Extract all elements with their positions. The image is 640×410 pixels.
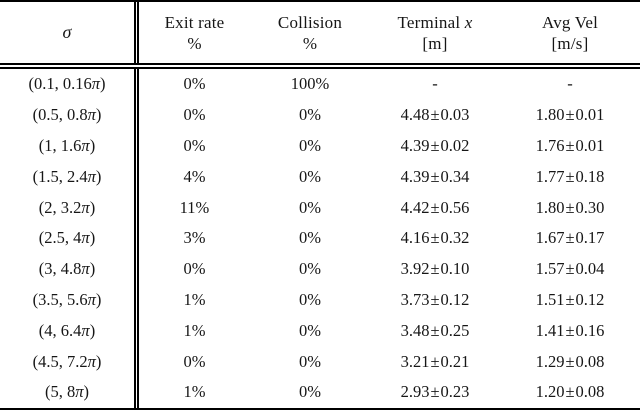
cell-avg-vel: 1.80 ± 0.01 — [535, 105, 605, 125]
column-unit: % — [187, 33, 202, 53]
table-row: (5, 8 π) 1% 0% 2.93 ± 0.23 1.20 ± 0.08 — [0, 376, 640, 408]
table-row: (4.5, 7.2 π) 0% 0% 3.21 ± 0.21 1.29 ± 0.08 — [0, 346, 640, 377]
cell-exit-rate: 1% — [183, 382, 206, 402]
column-unit: [m] — [422, 33, 448, 53]
column-header-collision: Collision % — [250, 2, 370, 63]
cell-avg-vel: 1.41 ± 0.16 — [535, 320, 605, 340]
cell-collision: 0% — [299, 228, 321, 248]
cell-avg-vel: 1.76 ± 0.01 — [535, 135, 605, 155]
column-label: Collision — [277, 12, 343, 32]
cell-exit-rate: 11% — [179, 197, 210, 217]
cell-exit-rate: 0% — [183, 135, 206, 155]
cell-avg-vel: 1.51 ± 0.12 — [535, 289, 605, 309]
cell-sigma: (0.1, 0.16 π) — [0, 69, 139, 100]
cell-sigma: (2, 3.2 π) — [0, 192, 139, 223]
cell-avg-vel: 1.20 ± 0.08 — [535, 382, 605, 402]
cell-collision: 0% — [299, 135, 321, 155]
cell-sigma: (1.5, 2.4 π) — [0, 161, 139, 193]
cell-exit-rate: 0% — [183, 259, 206, 279]
cell-terminal-x: 4.48 ± 0.03 — [400, 105, 470, 125]
cell-sigma: (4, 6.4 π) — [0, 315, 139, 347]
table-row: (1.5, 2.4 π) 4% 0% 4.39 ± 0.34 1.77 ± 0.18 — [0, 161, 640, 193]
column-label: Exit rate — [164, 12, 225, 32]
cell-avg-vel: - — [567, 74, 573, 94]
cell-collision: 100% — [290, 74, 330, 94]
cell-sigma: (2.5, 4 π) — [0, 222, 139, 254]
table-header-row: σ Exit rate % Collision % Terminal x [m]… — [0, 2, 640, 69]
cell-terminal-x: 3.73 ± 0.12 — [400, 289, 470, 309]
table-row: (2, 3.2 π) 11% 0% 4.42 ± 0.56 1.80 ± 0.30 — [0, 192, 640, 223]
column-header-sigma: σ — [0, 2, 139, 63]
cell-collision: 0% — [299, 197, 321, 217]
cell-exit-rate: 1% — [183, 320, 206, 340]
math-x-symbol: x — [464, 12, 473, 32]
column-label: Avg Vel — [541, 12, 599, 32]
cell-terminal-x: 3.92 ± 0.10 — [400, 259, 470, 279]
column-header-exit-rate: Exit rate % — [139, 2, 250, 63]
cell-terminal-x: 4.39 ± 0.02 — [400, 135, 470, 155]
table-row: (2.5, 4 π) 3% 0% 4.16 ± 0.32 1.67 ± 0.17 — [0, 222, 640, 254]
column-unit: [m/s] — [551, 33, 589, 53]
cell-sigma: (0.5, 0.8 π) — [0, 99, 139, 131]
cell-sigma: (4.5, 7.2 π) — [0, 346, 139, 377]
table-row: (3.5, 5.6 π) 1% 0% 3.73 ± 0.12 1.51 ± 0.12 — [0, 284, 640, 316]
table-row: (0.5, 0.8 π) 0% 0% 4.48 ± 0.03 1.80 ± 0.01 — [0, 99, 640, 131]
cell-collision: 0% — [299, 259, 321, 279]
cell-collision: 0% — [299, 289, 321, 309]
cell-exit-rate: 0% — [183, 74, 206, 94]
cell-terminal-x: 4.42 ± 0.56 — [400, 197, 470, 217]
cell-collision: 0% — [299, 351, 321, 371]
table-row: (4, 6.4 π) 1% 0% 3.48 ± 0.25 1.41 ± 0.16 — [0, 315, 640, 347]
cell-terminal-x: 2.93 ± 0.23 — [400, 382, 470, 402]
cell-exit-rate: 4% — [183, 166, 206, 186]
cell-sigma: (1, 1.6 π) — [0, 130, 139, 162]
cell-terminal-x: - — [432, 74, 438, 94]
table-row: (0.1, 0.16 π) 0% 100% - - — [0, 69, 640, 100]
cell-terminal-x: 4.39 ± 0.34 — [400, 166, 470, 186]
table-body: (0.1, 0.16 π) 0% 100% - - (0.5, 0.8 π) 0% 0% 4.48 … — [0, 69, 640, 408]
cell-terminal-x: 3.48 ± 0.25 — [400, 320, 470, 340]
cell-sigma: (3, 4.8 π) — [0, 253, 139, 285]
column-header-avg-vel: Avg Vel [m/s] — [500, 2, 640, 63]
cell-sigma: (5, 8 π) — [0, 376, 139, 408]
cell-terminal-x: 3.21 ± 0.21 — [400, 351, 470, 371]
cell-collision: 0% — [299, 382, 321, 402]
cell-exit-rate: 0% — [183, 351, 206, 371]
cell-exit-rate: 3% — [183, 228, 206, 248]
column-label: Terminal x — [397, 12, 473, 32]
cell-collision: 0% — [299, 320, 321, 340]
column-header-terminal-x: Terminal x [m] — [370, 2, 500, 63]
cell-sigma: (3.5, 5.6 π) — [0, 284, 139, 316]
cell-collision: 0% — [299, 105, 321, 125]
sigma-symbol: σ — [62, 22, 72, 42]
cell-avg-vel: 1.29 ± 0.08 — [535, 351, 605, 371]
cell-avg-vel: 1.80 ± 0.30 — [535, 197, 605, 217]
table-row: (1, 1.6 π) 0% 0% 4.39 ± 0.02 1.76 ± 0.01 — [0, 130, 640, 162]
cell-avg-vel: 1.67 ± 0.17 — [535, 228, 605, 248]
cell-exit-rate: 1% — [183, 289, 206, 309]
cell-terminal-x: 4.16 ± 0.32 — [400, 228, 470, 248]
column-unit: % — [302, 33, 318, 53]
table-row: (3, 4.8 π) 0% 0% 3.92 ± 0.10 1.57 ± 0.04 — [0, 253, 640, 285]
cell-avg-vel: 1.57 ± 0.04 — [535, 259, 605, 279]
cell-exit-rate: 0% — [183, 105, 206, 125]
cell-avg-vel: 1.77 ± 0.18 — [535, 166, 605, 186]
cell-collision: 0% — [299, 166, 321, 186]
